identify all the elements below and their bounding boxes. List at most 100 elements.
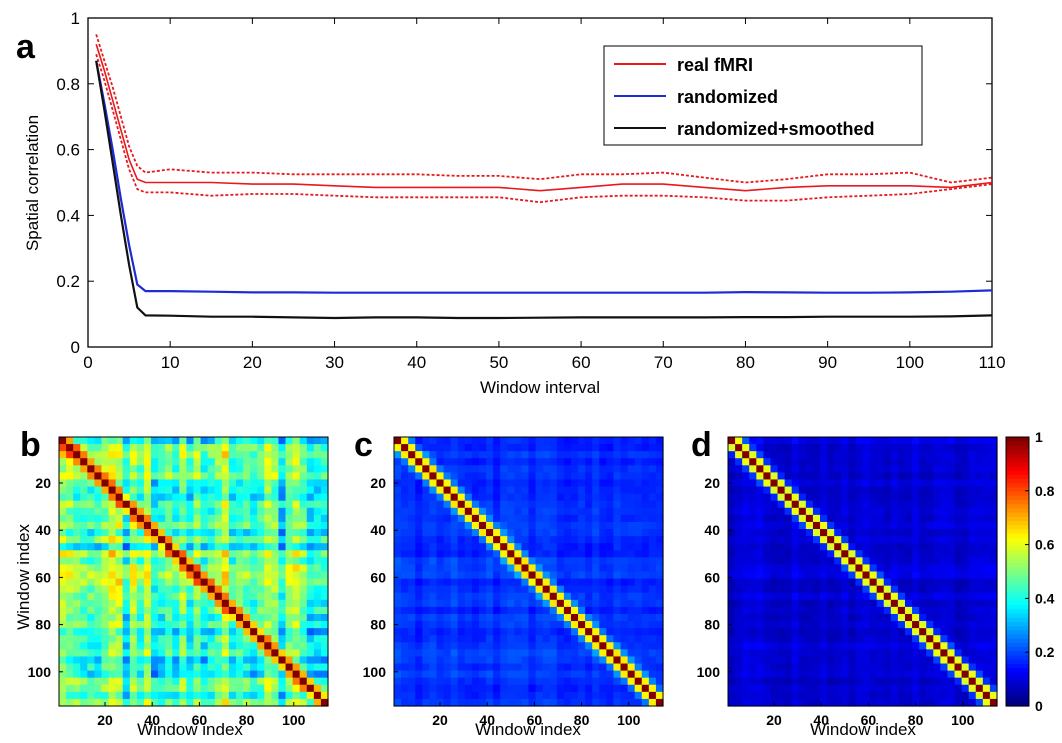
heatmap-cell [207,507,216,516]
heatmap-cell [500,451,508,459]
colorbar-segment [1006,668,1029,673]
heatmap-cell [108,642,117,650]
heatmap-cell [606,479,615,488]
heatmap-cell [919,521,927,530]
heatmap-cell [235,472,244,481]
heatmap-cell [394,656,402,665]
heatmap-cell [975,564,984,573]
heatmap-cell [478,649,487,658]
heatmap-cell [820,691,828,700]
heatmap-cell [862,656,871,665]
heatmap-cell [749,571,757,580]
heatmap-cell [827,543,835,551]
heatmap-cell [841,691,849,700]
heatmap-cell [862,592,871,601]
colorbar-segment [1006,592,1029,598]
heatmap-cell [228,550,237,558]
heatmap-cell [73,451,81,459]
heatmap-cell [507,691,515,700]
heatmap-cell [306,564,315,573]
heatmap-cell [784,606,793,615]
heatmap-cell [59,571,67,580]
heatmap-cell [728,529,736,537]
heatmap-cell [136,543,145,551]
heatmap-cell [954,451,963,459]
heatmap-cell [570,571,579,580]
heatmap-cell [641,514,650,523]
heatmap-cell [101,635,110,643]
heatmap-cell [228,663,237,672]
heatmap-cell [641,599,650,608]
heatmap-cell [528,493,537,502]
heatmap-cell [592,550,600,558]
heatmap-cell [408,670,416,679]
heatmap-cell [158,628,166,636]
x-tick-label: 40 [144,712,160,728]
heatmap-cell [961,684,970,693]
heatmap-cell [264,592,272,601]
heatmap-cell [73,635,81,643]
heatmap-cell [186,451,195,459]
heatmap-cell [478,642,487,650]
heatmap-cell [73,677,81,686]
heatmap-cell [193,521,202,530]
heatmap-cell [763,613,772,622]
heatmap-cell [228,571,237,580]
heatmap-cell [834,606,842,615]
heatmap-cell [285,564,294,573]
colorbar-segment [1006,571,1029,577]
heatmap-cell [883,656,892,665]
heatmap-cell [450,564,459,573]
heatmap-cell [235,599,244,608]
heatmap-cell [464,578,473,587]
heatmap-cell [486,698,494,707]
heatmap-cell [620,677,629,686]
heatmap-cell [278,458,287,466]
heatmap-cell [606,571,615,580]
heatmap-cell [904,698,913,707]
heatmap-cell [264,649,272,658]
heatmap-cell [912,599,920,608]
y-tick-label: 60 [370,569,386,585]
heatmap-cell [947,628,956,636]
heatmap-cell [655,691,664,700]
heatmap-cell [749,444,757,452]
heatmap-cell [742,564,750,573]
heatmap-cell [805,677,814,686]
heatmap-cell [827,479,835,488]
heatmap-cell [954,500,963,509]
heatmap-cell [563,500,572,509]
heatmap-cell [556,628,565,636]
heatmap-cell [599,649,607,658]
heatmap-cell [578,677,586,686]
heatmap-cell [570,649,579,658]
heatmap-cell [648,458,657,466]
heatmap-cell [876,451,885,459]
heatmap-cell [271,592,280,601]
heatmap-cell [165,500,173,509]
heatmap-cell [186,649,195,658]
heatmap-cell [954,437,963,445]
heatmap-cell [108,691,117,700]
heatmap-cell [968,606,977,615]
heatmap-cell [592,578,600,587]
heatmap-cell [848,493,857,502]
heatmap-cell [507,606,515,615]
heatmap-cell [599,628,607,636]
heatmap-cell [186,642,195,650]
heatmap-cell [592,571,600,580]
heatmap-cell [904,677,913,686]
colorbar-segment [1006,596,1029,602]
heatmap-cell [207,592,216,601]
heatmap-cell [883,557,892,566]
heatmap-cell [285,521,294,530]
heatmap-cell [94,500,103,509]
heatmap-cell [570,521,579,530]
heatmap-cell [108,458,117,466]
heatmap-cell [655,521,664,530]
heatmap-cell [975,684,984,693]
heatmap-cell [791,543,800,551]
heatmap-cell [306,635,315,643]
heatmap-cell [620,465,629,473]
heatmap-cell [940,550,949,558]
